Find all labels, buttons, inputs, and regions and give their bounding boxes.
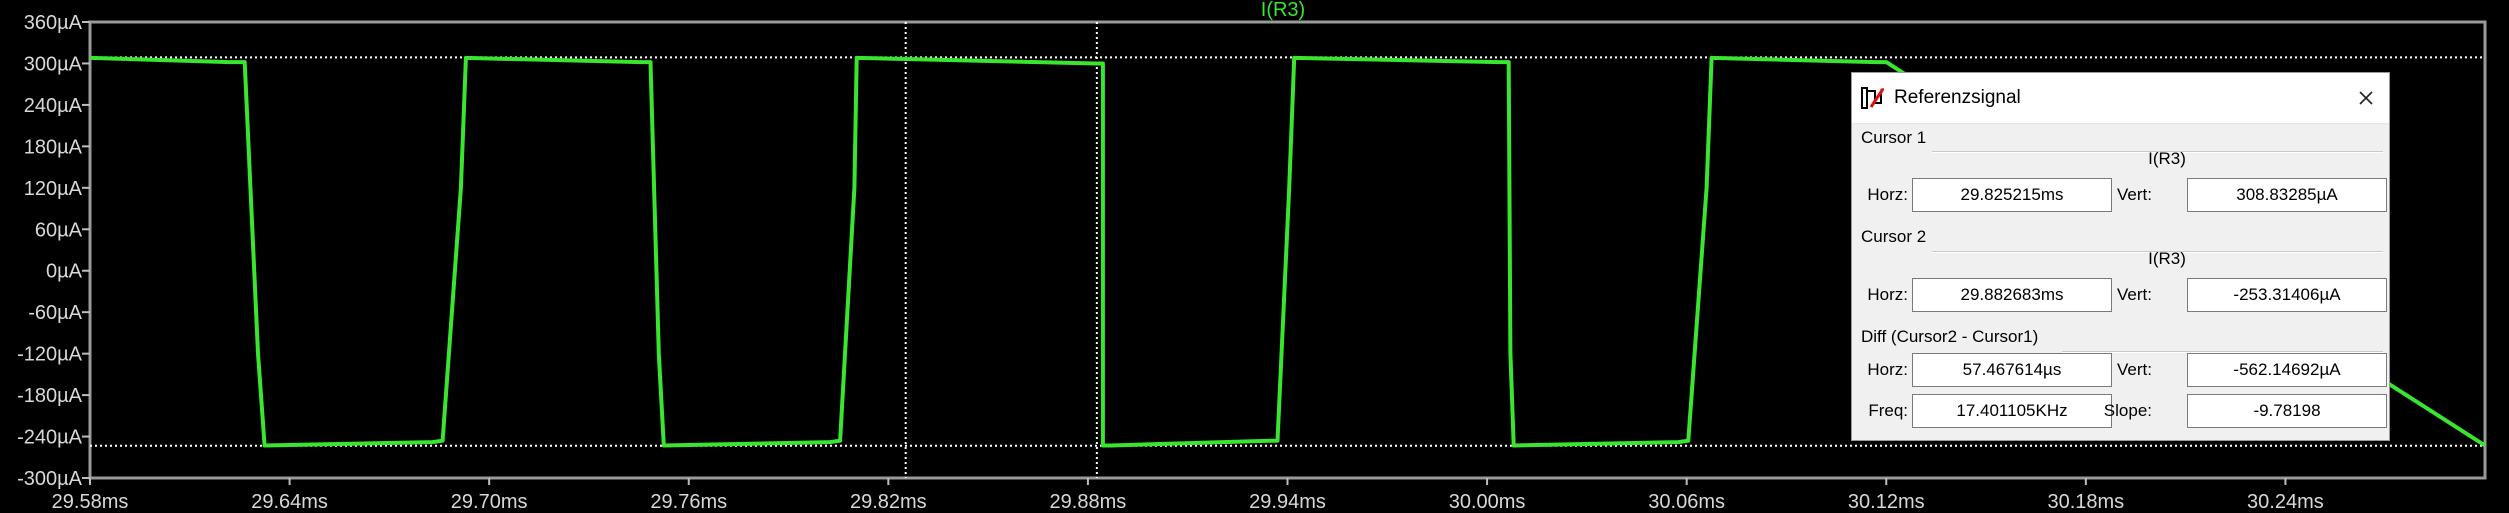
cursor1-vert-field[interactable]: 308.83285µA [2187, 178, 2387, 212]
x-tick-label: 29.88ms [1050, 491, 1127, 513]
y-tick-label: -60µA [28, 302, 82, 324]
cursor2-vert-field[interactable]: -253.31406µA [2187, 278, 2387, 312]
dialog-title: Referenzsignal [1894, 87, 2021, 108]
y-tick-label: -120µA [17, 344, 83, 366]
y-tick-label: -300µA [17, 468, 83, 490]
diff-horz-field[interactable]: 57.467614µs [1912, 353, 2112, 387]
cursor2-horz-field[interactable]: 29.882683ms [1912, 278, 2112, 312]
cursor2-separator [1932, 251, 2383, 253]
x-tick-label: 30.06ms [1648, 491, 1725, 513]
trace-title[interactable]: I(R3) [1261, 0, 1305, 21]
y-tick-label: -240µA [17, 427, 83, 449]
trace-ir3[interactable] [89, 55, 2487, 448]
diff-vert-field[interactable]: -562.14692µA [2187, 353, 2387, 387]
cursor1-section-title: Cursor 1 [1861, 128, 1927, 147]
x-tick-label: 29.64ms [251, 491, 328, 513]
y-tick-label: -180µA [17, 385, 83, 407]
diff-slope-field[interactable]: -9.78198 [2187, 394, 2387, 428]
diff-separator [2062, 351, 2383, 353]
cursor1-vert-label: Vert: [2117, 185, 2152, 204]
cursor-dialog: Referenzsignal Cursor 1 I(R3) Horz: 29.8… [1851, 72, 2390, 441]
x-tick-label: 29.94ms [1249, 491, 1326, 513]
x-tick-label: 29.70ms [451, 491, 528, 513]
x-tick-label: 29.82ms [850, 491, 927, 513]
y-tick-label: 300µA [24, 53, 83, 75]
cursor1-horz-field[interactable]: 29.825215ms [1912, 178, 2112, 212]
diff-slope-label: Slope: [2103, 401, 2152, 420]
x-tick-label: 30.24ms [2247, 491, 2324, 513]
cursor1-trace-name: I(R3) [2148, 149, 2186, 168]
diff-section-title: Diff (Cursor2 - Cursor1) [1861, 327, 2039, 346]
y-tick-label: 180µA [24, 136, 83, 158]
diff-vert-label: Vert: [2117, 360, 2152, 379]
x-tick-label: 29.58ms [52, 491, 129, 513]
cursor1-horz-label: Horz: [1867, 185, 1908, 204]
cursor-probe-icon [1861, 85, 1887, 111]
y-tick-label: 0µA [46, 261, 83, 283]
diff-freq-label: Freq: [1868, 401, 1908, 420]
cursor2-horz-label: Horz: [1867, 285, 1908, 304]
diff-freq-field[interactable]: 17.401105KHz [1912, 394, 2112, 428]
diff-horz-label: Horz: [1867, 360, 1908, 379]
cursor1-separator [1932, 151, 2383, 153]
close-icon[interactable] [2343, 73, 2389, 123]
cursor2-vert-label: Vert: [2117, 285, 2152, 304]
x-tick-label: 30.00ms [1449, 491, 1526, 513]
y-tick-label: 120µA [24, 178, 83, 200]
cursor2-trace-name: I(R3) [2148, 249, 2186, 268]
dialog-titlebar[interactable]: Referenzsignal [1852, 73, 2389, 124]
cursor2-section-title: Cursor 2 [1861, 227, 1927, 246]
y-tick-label: 60µA [35, 219, 83, 241]
y-tick-label: 360µA [24, 12, 83, 34]
x-tick-label: 30.12ms [1848, 491, 1925, 513]
x-tick-label: 30.18ms [2047, 491, 2124, 513]
x-tick-label: 29.76ms [650, 491, 727, 513]
y-tick-label: 240µA [24, 95, 83, 117]
